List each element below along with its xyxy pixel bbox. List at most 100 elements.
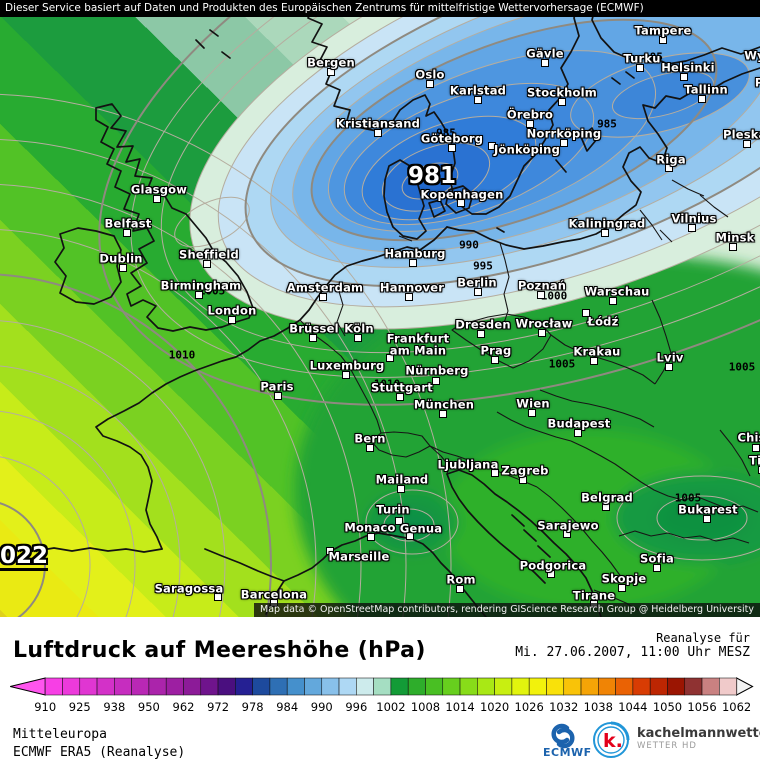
city-label: Amsterdam [287, 282, 363, 294]
run-info-datetime: Mi. 27.06.2007, 11:00 Uhr MESZ [515, 645, 750, 661]
brand-subtitle: WETTER HD [637, 741, 760, 752]
brand-name: kachelmannwetter.com [637, 726, 760, 741]
scale-tick-label: 910 [34, 700, 56, 714]
city-label: Stockholm [527, 87, 597, 99]
scale-segment [287, 678, 304, 695]
scale-tick-label: 950 [138, 700, 160, 714]
city-label: Kristiansand [336, 118, 420, 130]
city-label: Monaco [344, 522, 395, 534]
city-label: Karlstad [450, 85, 506, 97]
weather-map[interactable]: BergenOsloKristiansandGävleKarlstadStock… [0, 0, 760, 617]
city-label: Stuttgart [371, 382, 433, 394]
city-label: Sofia [640, 553, 674, 565]
city-label: Marseille [329, 551, 390, 563]
city-label: Chisinau [737, 432, 760, 444]
city-marker [752, 444, 760, 452]
scale-tick-label: 1008 [411, 700, 440, 714]
city-label: Saragossa [155, 583, 224, 595]
contour-label: 995 [473, 260, 493, 273]
scale-segment [339, 678, 356, 695]
scale-tick-label: 925 [69, 700, 91, 714]
scale-tick-label: 1014 [445, 700, 474, 714]
city-marker [474, 96, 482, 104]
city-label: Jönköping [494, 144, 560, 156]
city-label: München [414, 399, 474, 411]
city-label: Warschau [584, 286, 649, 298]
city-marker [558, 98, 566, 106]
scale-segment [218, 678, 235, 695]
svg-text:k.: k. [603, 730, 623, 752]
city-label: Belfast [104, 218, 151, 230]
run-info: Reanalyse für Mi. 27.06.2007, 11:00 Uhr … [515, 631, 750, 661]
city-marker [374, 129, 382, 137]
city-label: Vilnius [671, 213, 716, 225]
city-label: Glasgow [131, 184, 187, 196]
scale-segment [183, 678, 200, 695]
city-label: Göteborg [421, 133, 483, 145]
scale-segment [356, 678, 373, 695]
city-label: Poznań [518, 280, 566, 292]
city-label: Tallinn [684, 84, 728, 96]
scale-segment [374, 678, 391, 695]
city-label: Turku [623, 53, 660, 65]
city-marker [560, 139, 568, 147]
scale-tick-label: 1038 [584, 700, 613, 714]
city-label: Wrocław [516, 318, 573, 330]
city-label: Mailand [376, 474, 429, 486]
city-label: Hamburg [384, 248, 445, 260]
city-label: Lviv [656, 352, 683, 364]
city-label: Łódź [587, 316, 618, 328]
city-marker [327, 68, 335, 76]
city-label: Tampere [634, 25, 691, 37]
scale-segment [45, 678, 62, 695]
scale-segment [443, 678, 460, 695]
city-label: Norrköping [527, 128, 602, 140]
scale-segment [322, 678, 339, 695]
city-label: Dublin [99, 253, 142, 265]
scale-segment [62, 678, 79, 695]
city-label: Dresden [455, 319, 510, 331]
scale-segment [650, 678, 667, 695]
scale-segment [633, 678, 650, 695]
service-notice-bar: Dieser Service basiert auf Daten und Pro… [0, 0, 760, 17]
city-label: Wyborg [744, 50, 760, 62]
city-label: Paris [260, 381, 293, 393]
contour-label: 1005 [549, 358, 576, 371]
scale-segment [80, 678, 97, 695]
model-label: ECMWF ERA5 (Reanalyse) [13, 744, 185, 760]
scale-tick-label: 962 [173, 700, 195, 714]
scale-tick-label: 990 [311, 700, 333, 714]
city-label: Birmingham [161, 280, 242, 292]
scale-segment [253, 678, 270, 695]
scale-segment [201, 678, 218, 695]
scale-tick-label: 1062 [722, 700, 751, 714]
city-label: Kaliningrad [569, 218, 646, 230]
scale-segment [304, 678, 321, 695]
city-label: Skopje [602, 573, 647, 585]
scale-segment [581, 678, 598, 695]
city-label: Oslo [415, 69, 444, 81]
scale-segment [512, 678, 529, 695]
contour-label: 1010 [169, 349, 196, 362]
city-marker [659, 36, 667, 44]
city-label: Belgrad [581, 492, 633, 504]
city-label: Frankfurt am Main [387, 334, 450, 357]
scale-tick-label: 1020 [480, 700, 509, 714]
weather-map-page: BergenOsloKristiansandGävleKarlstadStock… [0, 0, 760, 760]
scale-tick-label: 972 [207, 700, 229, 714]
city-marker [448, 144, 456, 152]
scale-tick-label: 984 [276, 700, 298, 714]
contour-label: 1005 [729, 361, 756, 374]
region-label: Mitteleuropa [13, 726, 185, 744]
city-label: London [208, 305, 257, 317]
scale-segment [270, 678, 287, 695]
scale-tick-label: 938 [103, 700, 125, 714]
city-label: Krakau [573, 346, 620, 358]
city-marker [426, 80, 434, 88]
scale-segment [546, 678, 563, 695]
city-label: Hannover [380, 282, 444, 294]
scale-segment [132, 678, 149, 695]
ecmwf-logo-label: ECMWF [543, 746, 592, 759]
city-label: Luxemburg [310, 360, 385, 372]
scale-segment [667, 678, 684, 695]
